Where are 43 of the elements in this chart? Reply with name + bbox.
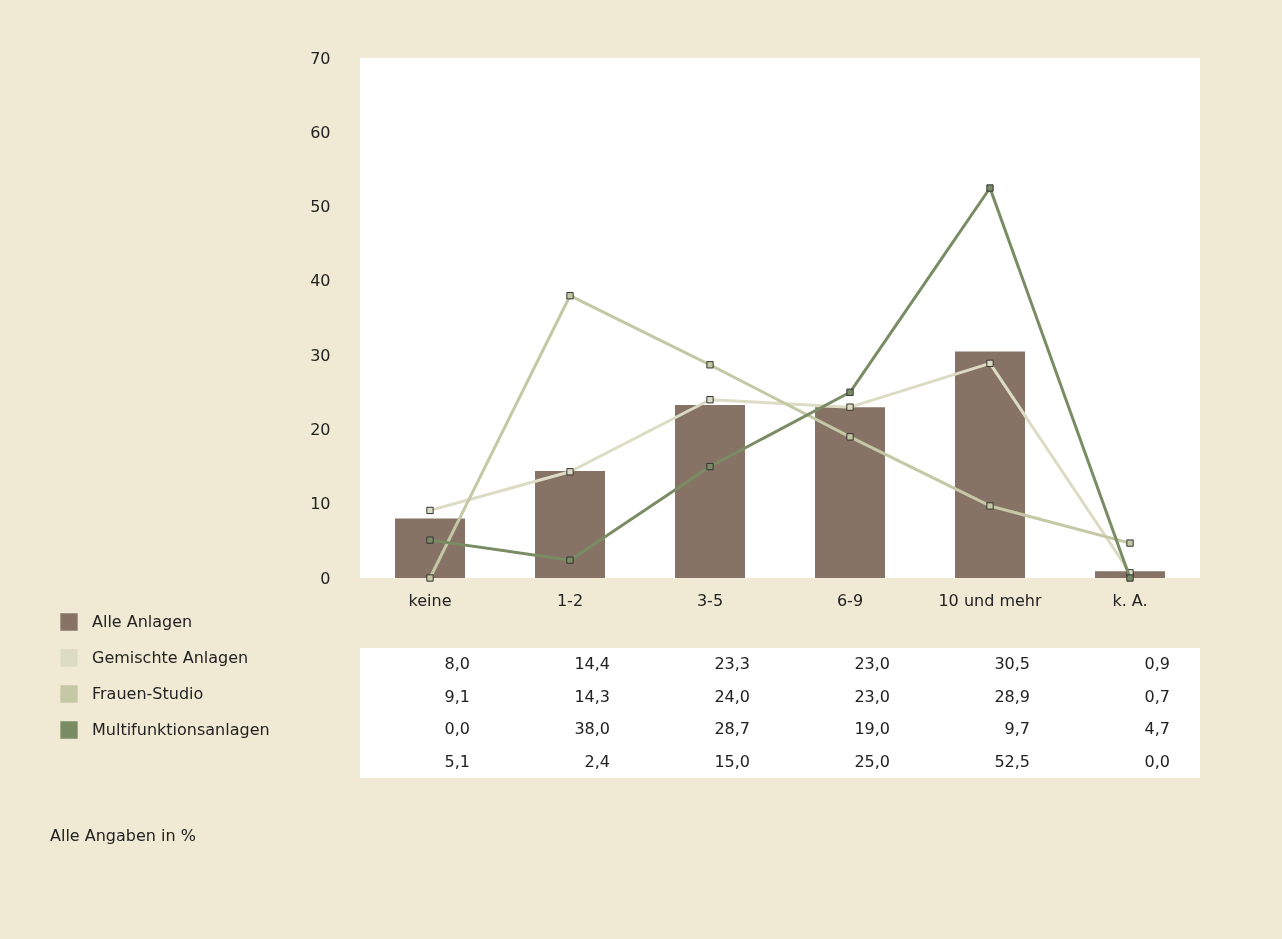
x-tick-label: 3-5: [696, 590, 724, 610]
legend-label: Gemischte Anlagen: [92, 648, 249, 667]
x-tick-label: 1-2: [556, 590, 584, 610]
text: Alle Angaben in %: [50, 826, 196, 845]
legend-label: Multifunktionsanlagen: [92, 720, 270, 739]
data-label: 0,0: [1144, 751, 1170, 771]
legend-label: Frauen-Studio: [92, 684, 204, 703]
data-label: 23,0: [854, 654, 890, 674]
data-label: 23,3: [714, 654, 750, 674]
data-label: 15,0: [714, 751, 750, 771]
data-label: 9,1: [444, 686, 470, 706]
data-label: 19,0: [854, 719, 890, 739]
data-label: 0,7: [1144, 686, 1170, 706]
y-tick-label: 30: [310, 345, 331, 365]
y-tick-label: 50: [310, 197, 331, 217]
data-label: 25,0: [854, 751, 890, 771]
data-label: 28,7: [714, 719, 750, 739]
data-label: 38,0: [574, 719, 610, 739]
y-tick-label: 0: [320, 568, 331, 588]
y-tick-label: 40: [310, 271, 331, 291]
x-tick-label: keine: [408, 590, 452, 610]
data-label: 14,4: [574, 654, 610, 674]
data-label: 9,7: [1004, 719, 1030, 739]
x-tick-label: 6-9: [836, 590, 864, 610]
data-label: 5,1: [444, 751, 470, 771]
data-label: 4,7: [1144, 719, 1170, 739]
y-tick-label: 70: [310, 48, 331, 68]
data-label: 24,0: [714, 686, 750, 706]
data-label: 52,5: [994, 751, 1030, 771]
y-tick-label: 10: [310, 494, 331, 514]
data-label: 0,0: [444, 719, 470, 739]
data-label: 2,4: [584, 751, 610, 771]
data-label: 23,0: [854, 686, 890, 706]
data-label: 28,9: [994, 686, 1030, 706]
x-tick-label: k. A.: [1112, 590, 1148, 610]
y-tick-label: 20: [310, 419, 331, 439]
x-tick-label: 10 und mehr: [938, 590, 1042, 610]
data-label: 30,5: [994, 654, 1030, 674]
data-label: 0,9: [1144, 654, 1170, 674]
data-label: 8,0: [444, 654, 470, 674]
y-tick-label: 60: [310, 122, 331, 142]
data-label: 14,3: [574, 686, 610, 706]
legend-label: Alle Anlagen: [92, 612, 193, 631]
